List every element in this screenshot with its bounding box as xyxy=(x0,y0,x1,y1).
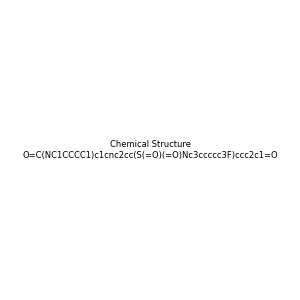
Text: Chemical Structure
O=C(NC1CCCC1)c1cnc2cc(S(=O)(=O)Nc3ccccc3F)ccc2c1=O: Chemical Structure O=C(NC1CCCC1)c1cnc2cc… xyxy=(22,140,278,160)
